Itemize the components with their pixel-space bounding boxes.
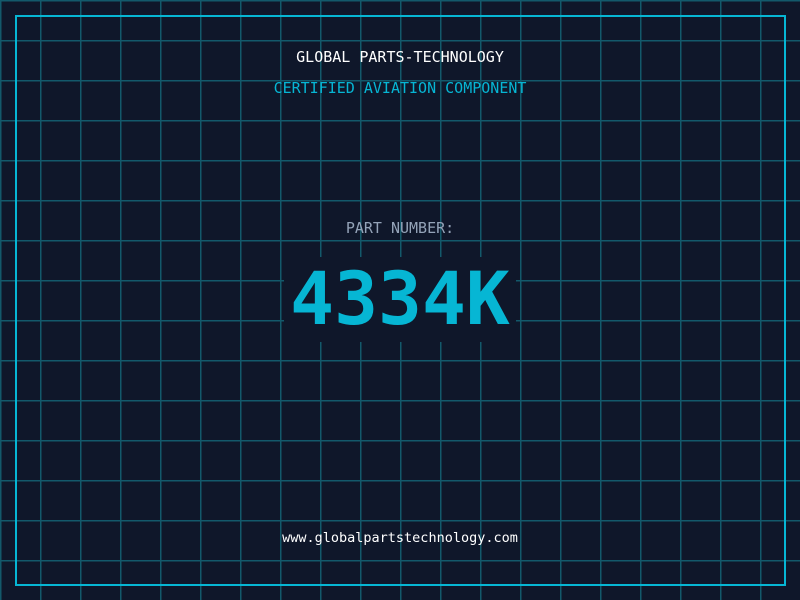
certification-subtitle: CERTIFIED AVIATION COMPONENT <box>273 79 527 97</box>
website-url: www.globalpartstechnology.com <box>282 530 518 546</box>
company-title: GLOBAL PARTS-TECHNOLOGY <box>296 48 504 66</box>
part-number-value: 4334K <box>0 257 800 342</box>
border-frame <box>15 15 786 586</box>
part-number-text: 4334K <box>284 257 516 342</box>
part-number-label: PART NUMBER: <box>345 219 455 237</box>
